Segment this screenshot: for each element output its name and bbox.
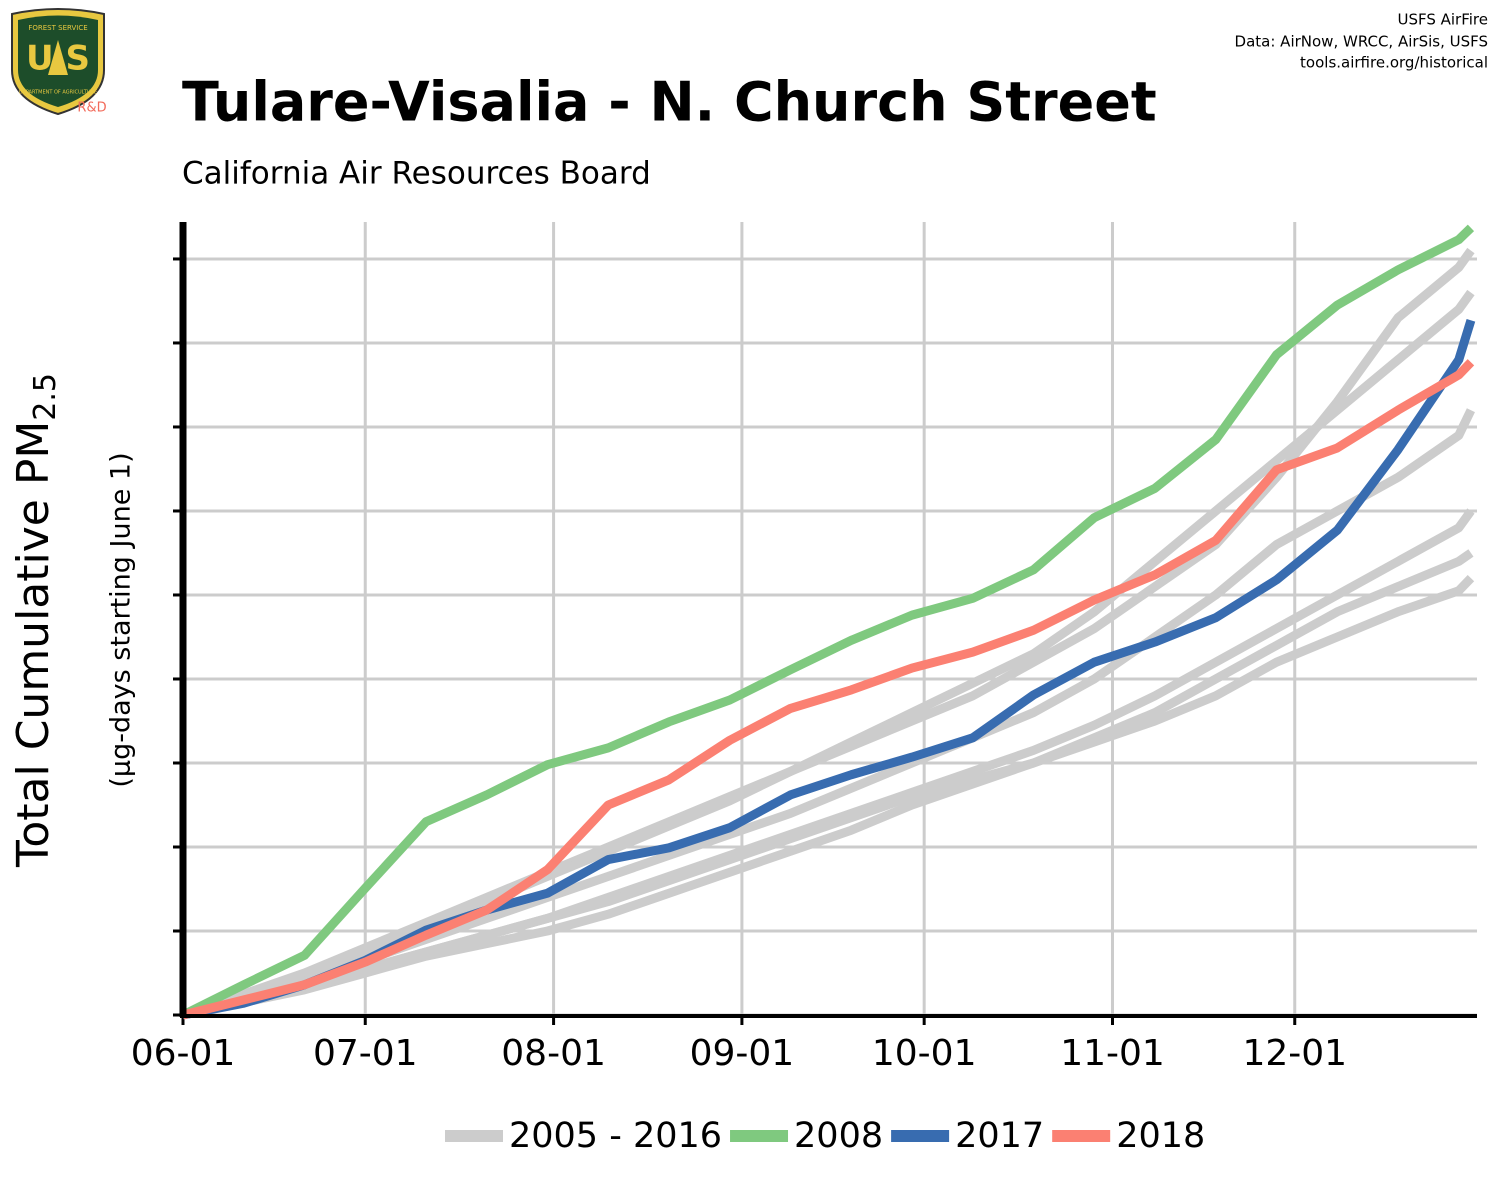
y-axis-label-text: Total Cumulative PM: [8, 421, 59, 868]
logo-letters: U S: [26, 39, 90, 79]
series-line: [180, 224, 1475, 1020]
credit: Data: AirNow, WRCC, AirSis, USFS: [1235, 33, 1488, 51]
credit: USFS AirFire: [1397, 11, 1488, 29]
logo-top: FOREST SERVICE: [28, 24, 87, 32]
logo-tag: R&D: [77, 101, 106, 116]
x-tick-label: 12-01: [1242, 1033, 1347, 1074]
x-tick-label: 09-01: [690, 1033, 795, 1074]
background-line: [181, 289, 1475, 1020]
series-line: [181, 359, 1475, 1020]
credit: tools.airfire.org/historical: [1300, 54, 1488, 72]
x-tick-label: 08-01: [501, 1033, 606, 1074]
y-axis-label: Total Cumulative PM2.5: [8, 373, 63, 868]
y-axis-note: (µg-days starting June 1): [106, 452, 137, 787]
legend-label: 2005 - 2016: [509, 1116, 722, 1156]
x-tick-label: 10-01: [872, 1033, 977, 1074]
plot-area: 06-01 07-01 08-01 09-01 10-01 11-01 12-01: [131, 222, 1477, 1074]
logo-tree: [48, 40, 68, 75]
background-line: [181, 575, 1475, 1020]
x-tick-label: 06-01: [131, 1033, 236, 1074]
legend-label: 2018: [1116, 1116, 1205, 1156]
x-tick-label: 07-01: [313, 1033, 418, 1074]
chart-subtitle: California Air Resources Board: [182, 156, 651, 192]
legend-label: 2008: [794, 1116, 883, 1156]
series-line: [182, 318, 1476, 1020]
legend-label: 2017: [955, 1116, 1044, 1156]
logo: FOREST SERVICE U S DEPARTMENT OF AGRICUL…: [11, 8, 107, 116]
x-tick-label: 11-01: [1060, 1033, 1165, 1074]
logo-bottom: DEPARTMENT OF AGRICULTURE: [19, 90, 97, 96]
background-line: [181, 408, 1475, 1020]
legend: 2005 - 2016 2008 2017 2018: [445, 1116, 1205, 1156]
y-axis-label-subscript: 2.5: [28, 373, 63, 421]
chart-title: Tulare-Visalia - N. Church Street: [182, 71, 1157, 134]
